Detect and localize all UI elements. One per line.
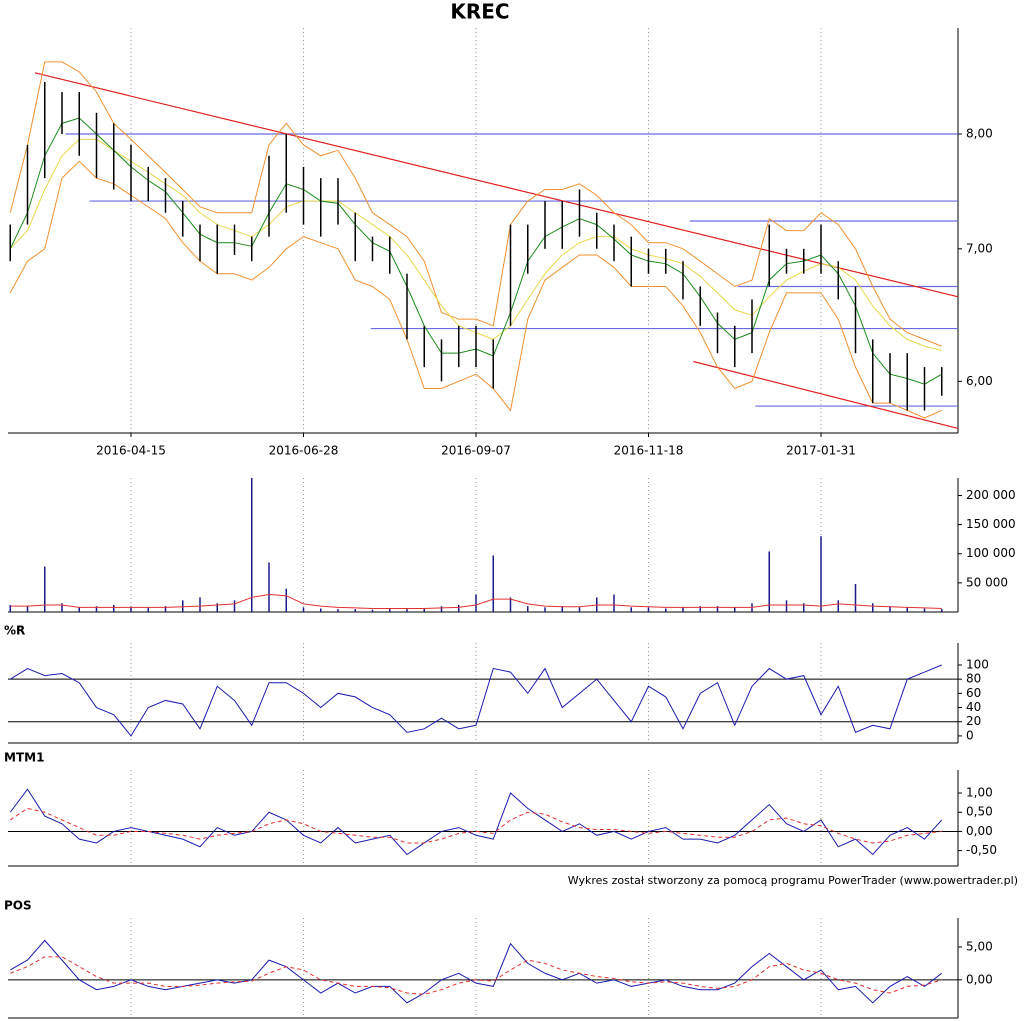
y-tick-label: 40: [966, 700, 981, 714]
volume-bar: [216, 603, 218, 612]
volume-bar: [61, 603, 63, 612]
x-tick-label: 2016-04-15: [96, 444, 166, 458]
volume-bar: [147, 607, 149, 612]
volume-bar: [130, 606, 132, 612]
y-tick-label: 100 000: [966, 546, 1016, 560]
volume-bar: [406, 609, 408, 612]
y-tick-label: -0,50: [966, 843, 997, 857]
y-tick-label: 7,00: [966, 241, 993, 255]
y-tick-label: 20: [966, 714, 981, 728]
volume-bar: [492, 555, 494, 612]
volume-bar: [302, 607, 305, 612]
x-tick-label: 2016-11-18: [614, 444, 684, 458]
y-tick-label: 100: [966, 657, 989, 671]
y-tick-label: 60: [966, 686, 981, 700]
volume-bar: [371, 609, 374, 612]
volume-bar: [613, 594, 615, 612]
volume-bar: [389, 608, 391, 612]
volume-bar: [854, 584, 857, 612]
y-tick-label: 150 000: [966, 517, 1016, 531]
volume-bar: [78, 607, 80, 612]
y-tick-label: 8,00: [966, 127, 993, 141]
volume-bar: [941, 609, 943, 612]
volume-bar: [889, 606, 891, 612]
trend-line: [34, 72, 959, 298]
series-line: [9, 664, 942, 737]
footer: Wykres został stworzony za pomocą progra…: [568, 874, 1018, 887]
volume-bar: [423, 607, 425, 612]
volume-bar: [923, 608, 926, 612]
y-tick-label: 80: [966, 672, 981, 686]
volume-bar: [682, 607, 684, 612]
y-tick-label: 0,00: [966, 972, 993, 986]
series-line: [9, 788, 943, 856]
volume-bar: [527, 606, 529, 612]
volume-bar: [354, 609, 356, 612]
volume-bar: [837, 600, 839, 612]
volume-bar: [95, 606, 98, 612]
volume-bar: [164, 606, 167, 612]
panel-title: MTM1: [4, 751, 44, 765]
volume-bar: [251, 478, 253, 612]
volume-bar: [630, 607, 632, 612]
volume-bar: [475, 594, 477, 612]
volume-bar: [320, 608, 322, 612]
volume-bar: [906, 607, 908, 612]
volume-bar: [734, 607, 736, 612]
volume-bar: [44, 566, 46, 612]
x-tick-label: 2016-06-28: [269, 444, 339, 458]
volume-bar: [768, 551, 770, 612]
series-line: [10, 939, 943, 1004]
volume-bar: [9, 605, 11, 612]
volume-bar: [509, 597, 512, 612]
series-line: [10, 594, 942, 609]
y-tick-label: 50 000: [966, 575, 1008, 589]
volume-bar: [440, 606, 443, 612]
volume-bar: [716, 606, 719, 612]
y-tick-label: 0,00: [966, 824, 993, 838]
volume-bar: [647, 607, 650, 612]
volume-bar: [199, 597, 201, 612]
series-line: [9, 61, 942, 347]
panel-title: POS: [4, 899, 32, 913]
x-tick-label: 2017-01-31: [786, 444, 856, 458]
volume-bar: [578, 607, 581, 612]
y-tick-label: 1,00: [966, 786, 993, 800]
volume-bar: [872, 603, 874, 612]
volume-bar: [458, 605, 460, 612]
volume-bar: [665, 608, 667, 612]
volume-bar: [820, 536, 822, 612]
volume-bar: [561, 606, 563, 612]
x-tick-label: 2016-09-07: [441, 444, 511, 458]
y-tick-label: 0,50: [966, 805, 993, 819]
volume-bar: [285, 588, 287, 612]
volume-bar: [803, 603, 805, 612]
volume-bar: [268, 562, 270, 612]
volume-bar: [699, 606, 701, 612]
volume-bar: [26, 606, 29, 612]
series-line: [9, 160, 942, 419]
volume-bar: [544, 607, 546, 612]
volume-bar: [337, 609, 339, 612]
volume-bar: [113, 605, 115, 612]
panel-title: %R: [4, 624, 25, 638]
y-tick-label: 0: [966, 728, 974, 742]
volume-bar: [785, 600, 788, 612]
y-tick-label: 6,00: [966, 374, 993, 388]
volume-bar: [233, 600, 236, 612]
y-tick-label: 5,00: [966, 939, 993, 953]
chart-title: KREC: [450, 0, 509, 24]
series-line: [9, 807, 942, 844]
series-line: [10, 956, 942, 995]
y-tick-label: 200 000: [966, 488, 1016, 502]
volume-bar: [182, 600, 184, 612]
trend-line: [693, 360, 959, 430]
